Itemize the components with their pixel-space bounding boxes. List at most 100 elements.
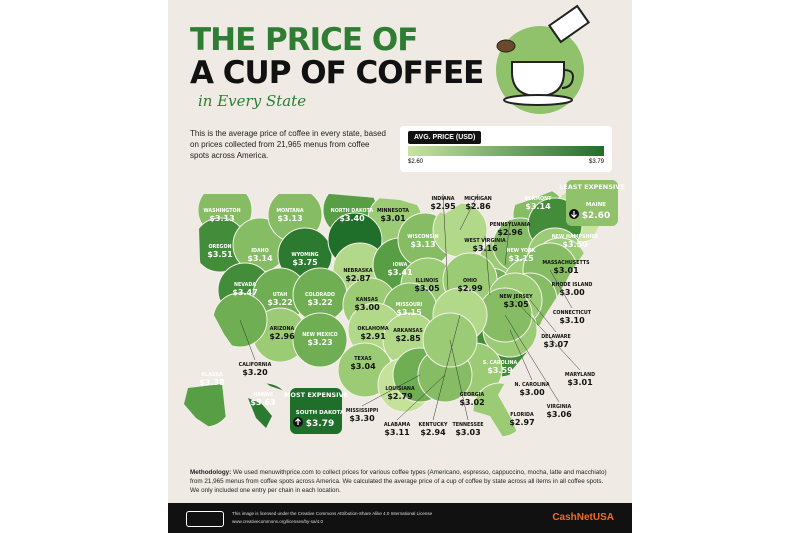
state-price: $3.75 — [292, 258, 318, 267]
state-name: ALASKA — [201, 372, 223, 378]
state-price: $3.22 — [307, 298, 332, 307]
state-name: DELAWARE — [541, 334, 571, 340]
legend-title: AVG. PRICE (USD) — [408, 131, 482, 144]
state-name: ARIZONA — [270, 326, 295, 332]
state-price: $3.63 — [250, 398, 275, 407]
leader-line — [504, 219, 511, 266]
leader-line — [459, 193, 479, 231]
state-price: $3.03 — [455, 428, 480, 437]
state-name: COLORADO — [305, 292, 335, 298]
state-name: VERMONT — [525, 196, 553, 202]
state-name: WISCONSIN — [407, 234, 438, 240]
state-name: WASHINGTON — [203, 208, 240, 214]
license-url: www.creativecommons.org/licenses/by-sa/4… — [232, 519, 324, 524]
state-name: MARYLAND — [565, 372, 595, 378]
state-price: $3.05 — [414, 284, 440, 293]
state-price: $3.11 — [384, 428, 410, 437]
state-price: $3.20 — [242, 368, 268, 377]
state-name: CALIFORNIA — [239, 362, 272, 368]
state-price: $2.91 — [360, 332, 386, 341]
state-name: WYOMING — [291, 252, 318, 258]
state-price: $3.10 — [559, 316, 585, 325]
state-name: GEORGIA — [460, 392, 485, 398]
state-price: $3.30 — [349, 414, 375, 423]
state-name: LOUISIANA — [385, 386, 415, 392]
state-price: $2.95 — [430, 202, 456, 211]
state-price: $3.13 — [410, 240, 435, 249]
footer: This image is licensed under the Creativ… — [168, 503, 632, 533]
state-name: MASSACHUSETTS — [542, 260, 590, 266]
state-price: $3.14 — [525, 202, 551, 211]
leader-line — [504, 314, 560, 403]
state-price: $3.15 — [508, 254, 534, 263]
legend-min: $2.60 — [408, 159, 424, 165]
state-price: $3.50 — [562, 240, 588, 249]
legend: AVG. PRICE (USD) $2.60 $3.79 — [400, 126, 612, 172]
state-name: NEW MEXICO — [302, 332, 337, 338]
state-name: FLORIDA — [510, 412, 534, 418]
state-price: $3.41 — [387, 268, 413, 277]
state-price: $2.97 — [509, 418, 534, 427]
state-name: NEBRASKA — [343, 268, 373, 274]
state-price: $3.16 — [472, 244, 498, 253]
callout-box — [290, 388, 342, 434]
state-price: $3.01 — [567, 378, 593, 387]
state-name: MAINE — [586, 202, 606, 208]
state-name: KENTUCKY — [419, 422, 448, 428]
state-price: $3.01 — [553, 266, 579, 275]
brand: CashNetUSA — [552, 512, 614, 523]
state-name: N. CAROLINA — [514, 382, 549, 388]
state-price: $2.85 — [395, 334, 421, 343]
state-price: $3.13 — [277, 214, 302, 223]
arrow — [571, 211, 577, 218]
state-name: TENNESSEE — [452, 422, 483, 428]
leader-line — [442, 193, 449, 291]
state-price: $3.01 — [380, 214, 406, 223]
methodology-label: Methodology: — [190, 469, 232, 476]
state-price: $3.38 — [199, 378, 225, 387]
intro: This is the average price of coffee in e… — [190, 129, 386, 160]
callout: MOST EXPENSIVE SOUTH DAKOTA $3.79 — [284, 388, 348, 434]
state-price: $2.86 — [465, 202, 491, 211]
leader-line — [396, 374, 446, 421]
state-name: TEXAS — [354, 356, 372, 362]
state-name: NEW JERSEY — [499, 294, 533, 300]
state-price: $3.59 — [487, 366, 513, 375]
state-price: $3.40 — [339, 214, 365, 223]
leader-line — [484, 235, 491, 296]
state-shape — [292, 312, 348, 368]
legend-max: $3.79 — [588, 159, 604, 165]
arrow — [295, 418, 301, 425]
state-price: $2.87 — [345, 274, 370, 283]
state-name: NEW HAMPSHIRE — [552, 234, 599, 240]
state-name: MISSISSIPPI — [346, 408, 379, 414]
state-price: $2.96 — [269, 332, 295, 341]
leader-line — [361, 374, 421, 407]
state-name: IOWA — [393, 262, 408, 268]
state-name: MINNESOTA — [377, 208, 409, 214]
state-name: RHODE ISLAND — [552, 282, 593, 288]
state-name: CONNECTICUT — [553, 310, 592, 316]
state-price: $3.79 — [306, 419, 334, 429]
state-name: ARKANSAS — [393, 328, 423, 334]
state-price: $3.22 — [267, 298, 292, 307]
state-price: $3.15 — [396, 308, 422, 317]
leader-line — [549, 269, 573, 309]
subtitle: in Every State — [198, 92, 307, 110]
state-price: $2.79 — [387, 392, 413, 401]
state-name: UTAH — [273, 292, 288, 298]
state-price: $3.05 — [503, 300, 529, 309]
title-line2: A CUP OF COFFEE — [190, 55, 484, 91]
state-name: OKLAHOMA — [357, 326, 388, 332]
leader-line — [509, 329, 533, 381]
title-line1: THE PRICE OF — [190, 22, 418, 58]
leader-line — [514, 299, 581, 371]
state-name: HAWAII — [253, 392, 273, 398]
callout-title: MOST EXPENSIVE — [284, 391, 348, 399]
leader-line — [432, 314, 461, 421]
state-price: $3.00 — [519, 388, 545, 397]
state-name: S. CAROLINA — [483, 360, 518, 366]
leader-line — [449, 339, 469, 421]
